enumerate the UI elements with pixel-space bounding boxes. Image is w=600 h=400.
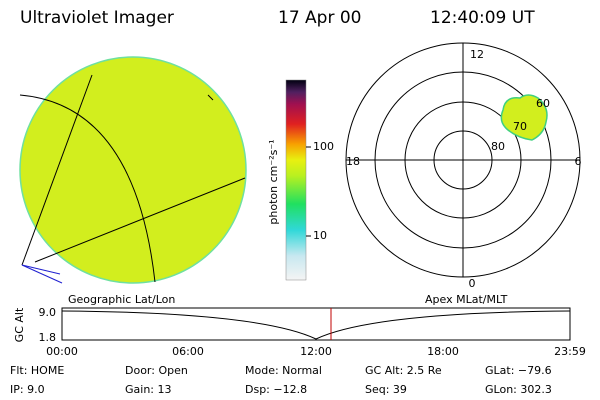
mlat-label: 80	[491, 140, 505, 153]
mlt-label: 0	[469, 277, 476, 290]
auroral-oval	[500, 94, 548, 141]
colorbar-label: 10	[313, 229, 327, 242]
timeline-x-label: 12:00	[300, 345, 332, 358]
timeline-x-label: 23:59	[554, 345, 586, 358]
timeline-x-label: 18:00	[427, 345, 459, 358]
status-field: Dsp: −12.8	[245, 383, 307, 396]
colorbar-unit: photon cm⁻²s⁻¹	[267, 139, 280, 224]
timeline-frame	[61, 307, 571, 341]
status-field: Door: Open	[125, 364, 188, 377]
timeline-right-title: Apex MLat/MLT	[425, 293, 508, 306]
polar-grid	[345, 42, 581, 278]
mlt-label: 6	[575, 155, 582, 168]
mlt-label: 18	[346, 155, 360, 168]
instrument-title: Ultraviolet Imager	[20, 8, 174, 28]
timeline-y-label: 9.0	[39, 306, 57, 319]
status-field: GLat: −79.6	[485, 364, 552, 377]
colorbar	[285, 79, 307, 281]
mlt-label: 12	[470, 48, 484, 61]
status-field: IP: 9.0	[10, 383, 45, 396]
timeline-x-label: 00:00	[46, 345, 78, 358]
status-field: Seq: 39	[365, 383, 407, 396]
status-field: GLon: 302.3	[485, 383, 552, 396]
mlat-label: 60	[536, 97, 550, 110]
colorbar-label: 100	[313, 140, 334, 153]
status-field: GC Alt: 2.5 Re	[365, 364, 442, 377]
mlat-label: 70	[513, 120, 527, 133]
timeline-left-title: Geographic Lat/Lon	[68, 293, 175, 306]
altitude-curve	[61, 310, 571, 340]
status-field: Flt: HOME	[10, 364, 64, 377]
earth-image	[19, 56, 247, 284]
date: 17 Apr 00	[278, 8, 361, 28]
timeline-y-label: 1.8	[39, 331, 57, 344]
time: 12:40:09 UT	[430, 8, 535, 28]
status-field: Mode: Normal	[245, 364, 322, 377]
timeline-x-label: 06:00	[172, 345, 204, 358]
timeline-y-title: GC Alt	[13, 307, 26, 342]
status-field: Gain: 13	[125, 383, 172, 396]
